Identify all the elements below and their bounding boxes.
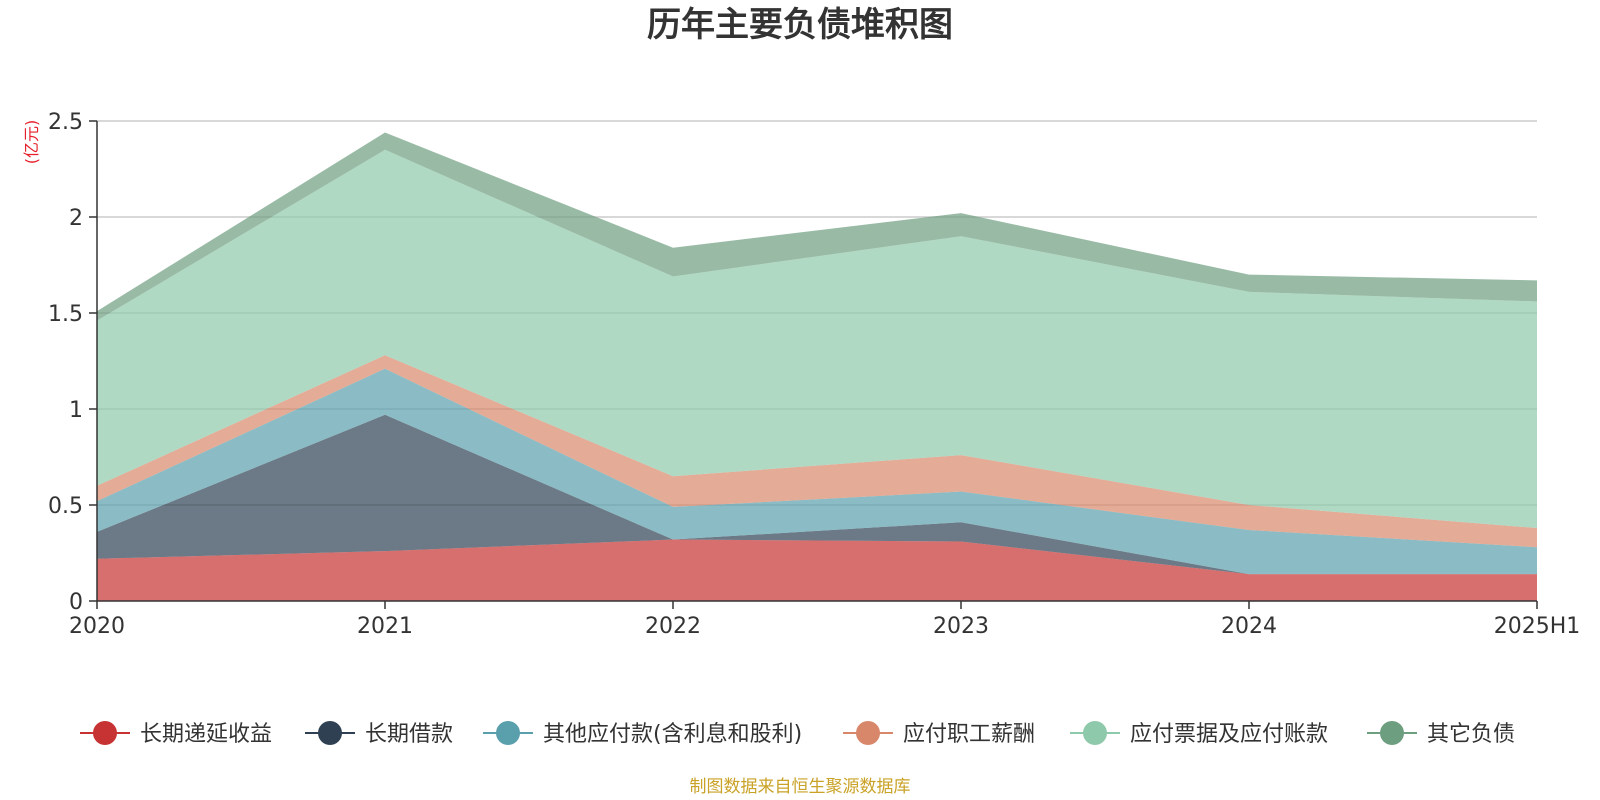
area-series-2: [97, 368, 1537, 575]
y-axis-unit-label: (亿元): [22, 120, 41, 165]
area-series-3: [97, 355, 1537, 548]
legend-item-5: 其它负债: [1367, 721, 1515, 747]
area-series-5: [97, 132, 1537, 321]
legend-marker: [856, 721, 880, 745]
x-tick-label: 2024: [1221, 614, 1277, 639]
chart-title: 历年主要负债堆积图: [647, 5, 953, 45]
legend: 长期递延收益 长期借款 其他应付款(含利息和股利) 应付职工薪酬 应付票据及应付账款 其它…: [80, 721, 1515, 747]
area-series-4: [97, 149, 1537, 529]
y-tick-label: 2.5: [48, 110, 83, 135]
legend-marker: [318, 721, 342, 745]
legend-item-3: 应付职工薪酬: [843, 721, 1035, 747]
x-tick-label: 2021: [357, 614, 413, 639]
y-tick-label: 2: [69, 206, 83, 231]
legend-label: 其它负债: [1427, 722, 1515, 747]
axes: [96, 121, 1537, 602]
stacked-areas: [97, 132, 1537, 601]
legend-marker: [1380, 721, 1404, 745]
legend-marker: [496, 721, 520, 745]
y-tick-label: 1: [69, 398, 83, 423]
y-axis-ticks: 0 0.5 1 1.5 2 2.5: [48, 110, 97, 615]
area-series-0: [97, 539, 1537, 601]
legend-marker: [93, 721, 117, 745]
legend-label: 应付职工薪酬: [903, 722, 1035, 747]
legend-marker: [1083, 721, 1107, 745]
x-tick-label: 2020: [69, 614, 125, 639]
legend-item-4: 应付票据及应付账款: [1070, 721, 1328, 747]
legend-label: 长期借款: [365, 722, 453, 747]
x-axis-ticks: 2020 2021 2022 2023 2024 2025H1: [69, 601, 1580, 639]
legend-label: 长期递延收益: [140, 722, 272, 747]
y-tick-label: 0.5: [48, 494, 83, 519]
x-tick-label: 2023: [933, 614, 989, 639]
x-tick-label: 2025H1: [1494, 614, 1581, 639]
y-tick-label: 1.5: [48, 302, 83, 327]
legend-label: 其他应付款(含利息和股利): [543, 722, 802, 747]
legend-label: 应付票据及应付账款: [1130, 722, 1328, 747]
area-series-1: [97, 414, 1537, 575]
source-note: 制图数据来自恒生聚源数据库: [690, 777, 911, 797]
x-tick-label: 2022: [645, 614, 701, 639]
y-tick-label: 0: [69, 590, 83, 615]
legend-item-2: 其他应付款(含利息和股利): [483, 721, 802, 747]
legend-item-1: 长期借款: [305, 721, 453, 747]
legend-item-0: 长期递延收益: [80, 721, 272, 747]
